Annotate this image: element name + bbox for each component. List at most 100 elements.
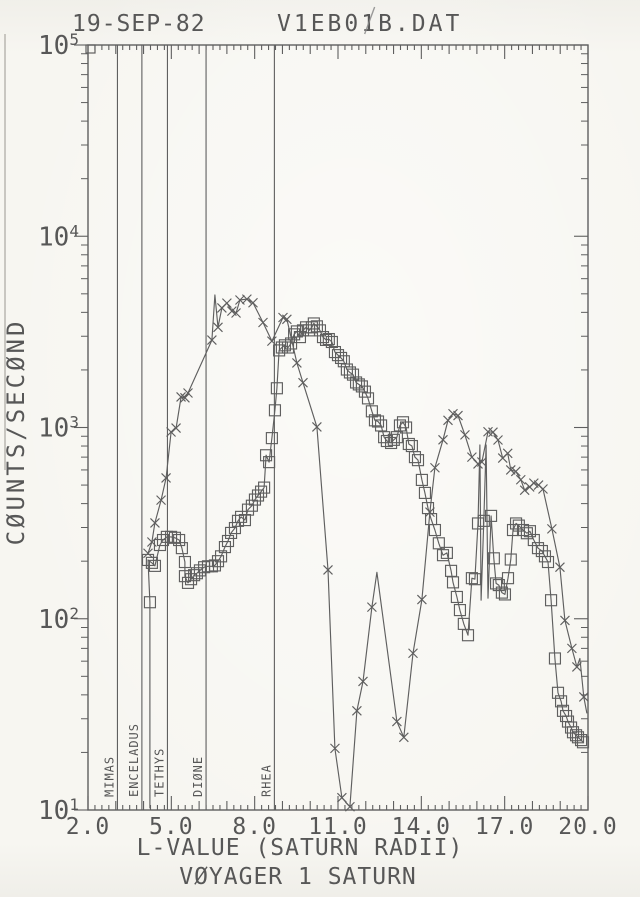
square-marker bbox=[411, 454, 425, 467]
square-marker bbox=[325, 335, 338, 349]
square-marker bbox=[418, 486, 432, 499]
square-marker bbox=[399, 421, 413, 434]
square-marker bbox=[268, 404, 282, 417]
moon-label-diøne: DIØNE bbox=[191, 756, 205, 797]
x-marker bbox=[443, 415, 453, 426]
square-marker bbox=[374, 419, 388, 432]
square-marker bbox=[465, 572, 478, 585]
square-marker bbox=[293, 331, 307, 344]
x-marker bbox=[323, 565, 333, 575]
square-marker bbox=[221, 534, 235, 548]
square-marker bbox=[492, 578, 505, 592]
x-marker bbox=[298, 377, 308, 388]
x-marker bbox=[291, 358, 302, 368]
x-marker bbox=[171, 423, 181, 433]
square-marker bbox=[211, 555, 225, 568]
square-marker bbox=[358, 385, 372, 398]
square-marker bbox=[224, 526, 238, 540]
square-marker bbox=[143, 596, 157, 609]
square-marker bbox=[234, 510, 248, 523]
square-marker bbox=[461, 629, 475, 642]
x-marker bbox=[345, 801, 355, 812]
series-line bbox=[147, 294, 588, 808]
x-marker bbox=[206, 335, 217, 345]
plot-frame bbox=[87, 44, 589, 811]
x-marker bbox=[408, 648, 418, 659]
square-marker bbox=[576, 736, 590, 749]
square-marker bbox=[178, 570, 192, 583]
square-marker bbox=[310, 320, 323, 333]
x-tick-label: 5.0 bbox=[149, 814, 194, 840]
x-tick-label: 14.0 bbox=[392, 814, 451, 840]
square-marker bbox=[523, 525, 537, 538]
moon-label-tethys: TETHYS bbox=[152, 748, 166, 797]
x-marker bbox=[351, 705, 362, 716]
square-marker bbox=[504, 553, 517, 566]
x-marker bbox=[366, 602, 377, 613]
x-marker bbox=[571, 662, 582, 672]
square-marker bbox=[175, 542, 188, 555]
square-marker bbox=[428, 523, 442, 537]
square-marker bbox=[145, 556, 158, 569]
x-marker bbox=[248, 297, 258, 308]
x-marker bbox=[213, 322, 223, 333]
square-marker bbox=[263, 456, 276, 469]
square-marker bbox=[446, 576, 460, 589]
x-marker bbox=[221, 298, 232, 309]
square-marker bbox=[487, 552, 500, 565]
square-marker bbox=[181, 576, 195, 589]
moon-label-mimas: MIMAS bbox=[102, 756, 116, 797]
square-marker bbox=[231, 514, 245, 527]
square-marker bbox=[361, 392, 375, 405]
series-square bbox=[141, 317, 590, 809]
x-marker bbox=[566, 643, 577, 654]
square-marker bbox=[148, 559, 162, 572]
pencil-slash-line bbox=[363, 6, 376, 35]
square-marker bbox=[296, 324, 310, 337]
x-marker bbox=[336, 792, 347, 803]
y-tick-label: 102 bbox=[38, 604, 79, 635]
square-marker bbox=[450, 590, 463, 604]
x-marker bbox=[416, 594, 427, 605]
x-marker bbox=[150, 518, 160, 528]
x-marker bbox=[180, 392, 190, 403]
square-marker bbox=[484, 509, 498, 522]
x-marker bbox=[358, 676, 368, 687]
square-marker bbox=[218, 541, 232, 554]
filename-label: V1EB01B.DAT bbox=[277, 11, 462, 37]
x-marker bbox=[143, 548, 153, 559]
x-marker bbox=[438, 434, 448, 445]
square-marker bbox=[551, 686, 565, 699]
x-marker bbox=[156, 495, 166, 506]
square-marker bbox=[214, 550, 228, 563]
square-marker bbox=[574, 734, 588, 747]
x-tick-label: 17.0 bbox=[475, 814, 534, 840]
square-marker bbox=[544, 594, 558, 607]
square-marker bbox=[371, 415, 385, 428]
square-marker bbox=[245, 499, 258, 512]
square-marker bbox=[408, 451, 422, 464]
square-marker bbox=[402, 437, 415, 451]
data-series bbox=[141, 294, 590, 812]
square-marker bbox=[436, 549, 450, 562]
square-marker bbox=[228, 521, 242, 535]
square-marker bbox=[284, 337, 298, 350]
square-marker bbox=[265, 432, 278, 445]
x-marker bbox=[398, 732, 409, 743]
square-marker bbox=[251, 489, 265, 502]
square-marker bbox=[365, 405, 378, 418]
pencil-slash-mark bbox=[363, 6, 376, 35]
square-marker bbox=[352, 378, 365, 391]
square-marker bbox=[527, 533, 540, 547]
square-marker bbox=[541, 555, 555, 569]
x-marker bbox=[231, 308, 241, 318]
square-marker bbox=[520, 527, 533, 540]
chart-subtitle: VØYAGER 1 SATURN bbox=[179, 864, 417, 890]
x-marker bbox=[183, 388, 193, 398]
square-marker bbox=[259, 449, 273, 462]
square-marker bbox=[307, 317, 320, 330]
square-marker bbox=[193, 564, 207, 577]
square-marker bbox=[432, 537, 445, 550]
square-marker bbox=[468, 573, 482, 586]
